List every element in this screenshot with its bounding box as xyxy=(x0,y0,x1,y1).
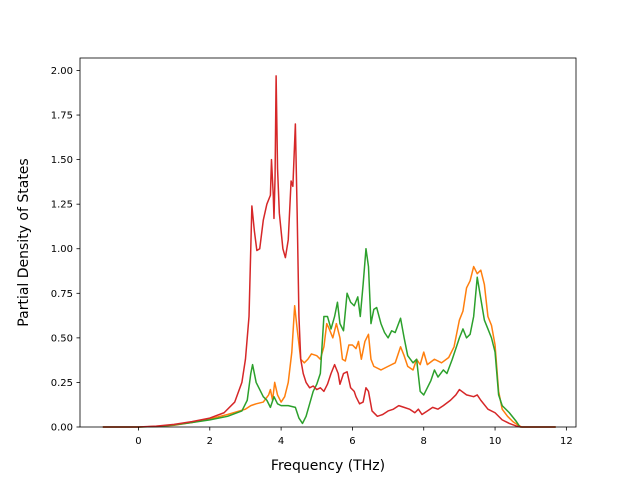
x-tick-label: 0 xyxy=(135,436,141,447)
series-line-3 xyxy=(102,75,556,428)
plot-frame xyxy=(79,57,577,428)
x-tick-label: 6 xyxy=(349,436,355,447)
x-axis: 0 2 4 6 8 10 12 xyxy=(135,427,573,447)
y-tick-label: 1.25 xyxy=(51,200,73,211)
x-axis-label: Frequency (THz) xyxy=(271,458,385,474)
series-layer xyxy=(102,75,556,428)
y-tick-label: 0.75 xyxy=(51,289,73,300)
y-axis: 0.00 0.25 0.50 0.75 1.00 1.25 1.50 1.75 2.00 xyxy=(51,66,80,434)
y-tick-label: 1.50 xyxy=(51,155,73,166)
x-tick-label: 4 xyxy=(278,436,284,447)
series-line-2 xyxy=(102,247,556,428)
y-tick-label: 1.75 xyxy=(51,111,73,122)
y-tick-label: 0.00 xyxy=(51,423,73,434)
y-tick-label: 0.25 xyxy=(51,378,73,389)
y-tick-label: 1.00 xyxy=(51,244,73,255)
y-tick-label: 2.00 xyxy=(51,66,73,77)
y-tick-label: 0.50 xyxy=(51,333,73,344)
series-line-1 xyxy=(102,265,556,428)
x-tick-label: 12 xyxy=(560,436,573,447)
y-axis-label: Partial Density of States xyxy=(16,158,32,326)
x-tick-label: 8 xyxy=(421,436,427,447)
x-tick-label: 2 xyxy=(207,436,213,447)
x-tick-label: 10 xyxy=(489,436,502,447)
